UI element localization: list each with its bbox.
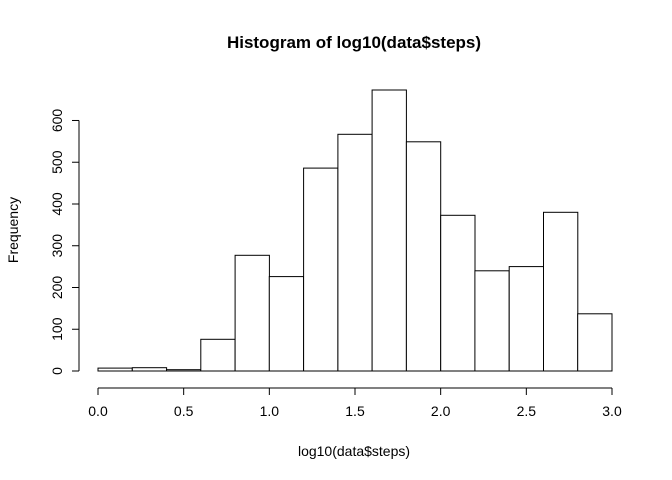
y-axis: 0 100 200 300 400 500 600 bbox=[49, 109, 80, 375]
y-tick-label: 500 bbox=[49, 150, 65, 174]
chart-title: Histogram of log10(data$steps) bbox=[227, 33, 481, 52]
histogram-bar bbox=[97, 367, 133, 372]
x-tick-label: 3.0 bbox=[602, 403, 622, 419]
y-tick-label: 0 bbox=[49, 367, 65, 375]
histogram-bar bbox=[234, 254, 270, 372]
x-tick-label: 2.0 bbox=[431, 403, 451, 419]
histogram-bar bbox=[166, 369, 202, 372]
histogram-bar bbox=[268, 276, 305, 372]
x-tick-label: 0.5 bbox=[174, 403, 194, 419]
x-tick-label: 2.5 bbox=[517, 403, 537, 419]
y-tick-label: 300 bbox=[49, 234, 65, 258]
histogram-bar bbox=[577, 313, 613, 372]
y-tick-label: 600 bbox=[49, 109, 65, 133]
bars-group bbox=[97, 89, 613, 372]
histogram-bar bbox=[405, 141, 442, 372]
x-axis-label: log10(data$steps) bbox=[298, 443, 410, 459]
x-tick-label: 1.5 bbox=[345, 403, 365, 419]
y-tick-label: 400 bbox=[49, 192, 65, 216]
x-tick-label: 1.0 bbox=[260, 403, 280, 419]
histogram-bar bbox=[508, 266, 545, 372]
histogram-bar bbox=[371, 89, 407, 372]
histogram-bar bbox=[337, 133, 373, 372]
y-tick-label: 100 bbox=[49, 317, 65, 341]
histogram-bar bbox=[474, 270, 510, 372]
x-tick-label: 0.0 bbox=[88, 403, 108, 419]
histogram-bar bbox=[440, 214, 476, 372]
x-axis: 0.0 0.5 1.0 1.5 2.0 2.5 3.0 bbox=[88, 387, 622, 419]
histogram-bar bbox=[131, 367, 168, 372]
y-tick-label: 200 bbox=[49, 276, 65, 300]
histogram-bar bbox=[543, 211, 579, 372]
y-axis-label: Frequency bbox=[5, 197, 21, 263]
histogram-bar bbox=[200, 338, 236, 372]
histogram-bar bbox=[303, 167, 339, 372]
